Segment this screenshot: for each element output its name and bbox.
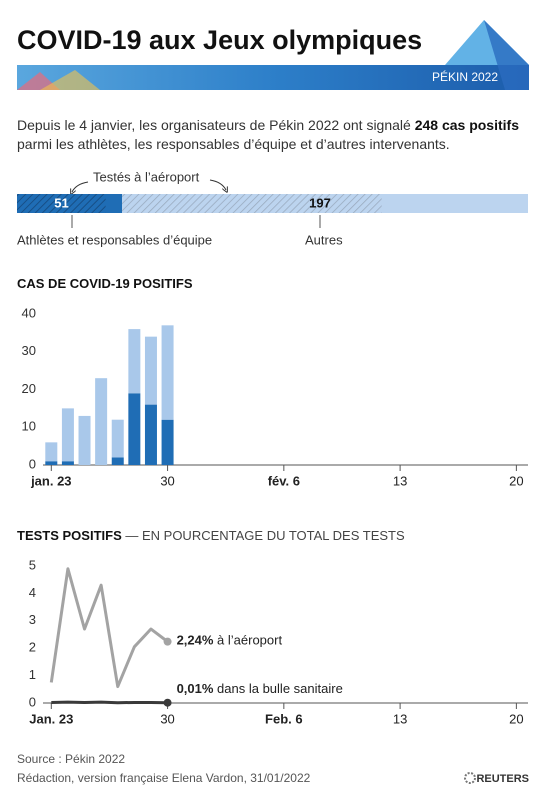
banner-text: PÉKIN 2022 (432, 69, 498, 84)
credit: Rédaction, version française Elena Vardo… (17, 771, 311, 785)
banner (17, 65, 529, 90)
intro-text: Depuis le 4 janvier, les organisateurs d… (17, 117, 415, 133)
bar (128, 329, 141, 394)
y-tick-label: 2 (29, 640, 36, 655)
end-point (163, 698, 172, 707)
line (49, 567, 169, 689)
chart-title-text: TESTS POSITIFS (17, 528, 122, 543)
agency: REUTERS (476, 773, 529, 785)
bar (161, 325, 174, 420)
annotation: Testés à l’aéroport (93, 169, 200, 184)
y-tick-label: 3 (29, 612, 36, 627)
y-tick-label: 0 (29, 694, 36, 709)
line-label: 0,01% dans la bulle sanitaire (177, 681, 343, 696)
mountain (484, 20, 529, 90)
x-tick-label: Feb. 6 (265, 711, 303, 726)
intro-highlight: 248 cas positifs (414, 117, 519, 133)
bar (61, 408, 74, 462)
summary-label: Athlètes et responsables d’équipe (17, 232, 212, 247)
series-name: à l’aéroport (213, 633, 282, 648)
x-tick-label: jan. 23 (30, 473, 71, 488)
x-tick-label: fév. 6 (268, 473, 300, 488)
x-tick-label: 13 (393, 711, 407, 726)
y-tick-label: 10 (22, 419, 36, 434)
source: Source : Pékin 2022 (17, 752, 125, 766)
bar (61, 461, 74, 465)
summary-label: Autres (305, 232, 343, 247)
x-tick-label: 30 (160, 711, 174, 726)
x-tick-label: 30 (160, 473, 174, 488)
bar (78, 415, 91, 465)
title: COVID-19 aux Jeux olympiques (17, 25, 422, 55)
logo-mark (464, 772, 476, 784)
x-tick-label: 13 (393, 473, 407, 488)
summary-value: 51 (54, 195, 68, 210)
value-label: 0,01% (177, 681, 214, 696)
series-name: dans la bulle sanitaire (213, 681, 342, 696)
bar (45, 461, 58, 465)
intro: Depuis le 4 janvier, les organisateurs d… (17, 116, 532, 154)
intro-text: parmi les athlètes, les responsables d’é… (17, 136, 450, 152)
summary-airport (122, 194, 382, 213)
arrow (72, 181, 89, 192)
end-point (163, 637, 172, 646)
y-tick-label: 30 (22, 343, 36, 358)
summary-airport (17, 194, 106, 213)
y-tick-label: 4 (29, 585, 36, 600)
chart-title: TESTS POSITIFS — EN POURCENTAGE DU TOTAL… (17, 528, 405, 543)
chart-subtitle: — EN POURCENTAGE DU TOTAL DES TESTS (122, 528, 405, 543)
bar (128, 393, 141, 465)
mountain (40, 70, 100, 90)
arrow (209, 179, 226, 190)
line-label: 2,24% à l’aéroport (177, 633, 283, 648)
bar (95, 378, 108, 465)
value-label: 2,24% (177, 633, 214, 648)
chart-title: CAS DE COVID-19 POSITIFS (17, 276, 193, 291)
bar (161, 419, 174, 465)
bar (111, 419, 124, 458)
y-tick-label: 0 (29, 456, 36, 471)
y-tick-label: 20 (22, 381, 36, 396)
bar (111, 457, 124, 465)
x-tick-label: Jan. 23 (29, 711, 73, 726)
summary-value: 197 (309, 195, 331, 210)
bar (144, 404, 157, 465)
line (51, 700, 168, 705)
chart-title-text: CAS DE COVID-19 POSITIFS (17, 276, 193, 291)
y-tick-label: 1 (29, 667, 36, 682)
bar (144, 336, 157, 405)
x-tick-label: 20 (509, 711, 523, 726)
bar (45, 442, 58, 462)
x-tick-label: 20 (509, 473, 523, 488)
y-tick-label: 40 (22, 305, 36, 320)
y-tick-label: 5 (29, 557, 36, 572)
